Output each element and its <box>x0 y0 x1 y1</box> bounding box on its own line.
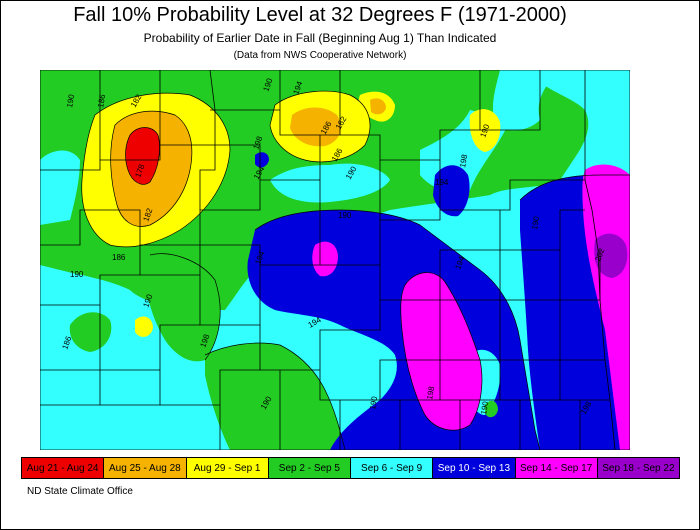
contour-label: 194 <box>435 178 449 187</box>
contour-label: 182 <box>141 207 154 223</box>
zone-aug25-aug28-north-2 <box>370 98 386 115</box>
map-title: Fall 10% Probability Level at 32 Degrees… <box>73 4 567 26</box>
legend-label: Aug 25 - Aug 28 <box>109 462 181 474</box>
contour-label: 194 <box>291 80 304 96</box>
contour-label: 190 <box>65 93 76 108</box>
contour-label: 178 <box>133 163 146 179</box>
legend-item: Sep 6 - Sep 9 <box>351 458 434 478</box>
contour-label: 190 <box>338 211 352 220</box>
legend-label: Sep 18 - Sep 22 <box>602 462 675 474</box>
contour-label: 198 <box>198 333 211 349</box>
contour-label: 190 <box>141 293 154 309</box>
zone-sep6-sep9-ne <box>492 70 560 131</box>
legend-item: Aug 21 - Aug 24 <box>22 458 105 478</box>
zone-sep18-sep22 <box>594 233 628 278</box>
legend-label: Sep 10 - Sep 13 <box>437 462 511 474</box>
zone-sep6-sep9-west-bump <box>40 150 80 225</box>
contour-lines <box>81 90 630 450</box>
north-dakota-frost-map: 190 186 182 178 182 186 190 194 198 194 … <box>40 70 630 450</box>
legend-label: Sep 14 - Sep 17 <box>519 462 593 474</box>
contour-label: 190 <box>479 400 490 415</box>
contour-label: 198 <box>425 385 436 400</box>
zone-sep2-sep5-west-spot <box>69 312 112 352</box>
zone-sep14-sep17-south <box>400 272 482 431</box>
contour-label: 186 <box>112 253 126 262</box>
zone-aug25-aug28-north <box>290 107 341 147</box>
contour-label: 190 <box>530 215 541 230</box>
zone-sep2-sep5-central-band <box>145 253 221 362</box>
legend-item: Aug 25 - Aug 28 <box>104 458 187 478</box>
zone-aug21-aug24 <box>125 127 160 185</box>
data-source-note: (Data from NWS Cooperative Network) <box>233 50 407 61</box>
contour-label: 198 <box>458 153 469 168</box>
zone-sep10-sep13-ne-spot <box>433 165 470 217</box>
contour-label: 194 <box>453 255 466 271</box>
legend-label: Aug 29 - Sep 1 <box>193 462 261 474</box>
zone-sep6-sep9-north-cut <box>270 163 390 203</box>
contour-label: 186 <box>96 93 107 108</box>
legend-label: Sep 2 - Sep 5 <box>278 462 340 474</box>
legend-label: Sep 6 - Sep 9 <box>361 462 423 474</box>
legend-item: Sep 10 - Sep 13 <box>433 458 516 478</box>
contour-label: 194 <box>253 250 266 266</box>
legend-label: Aug 21 - Aug 24 <box>26 462 99 474</box>
map-subtitle: Probability of Earlier Date in Fall (Beg… <box>143 31 497 45</box>
legend-item: Aug 29 - Sep 1 <box>186 458 269 478</box>
zone-sep10-sep13-north-dot <box>255 152 269 168</box>
contour-labels: 190 186 182 178 182 186 190 194 198 194 … <box>60 77 606 416</box>
contour-label: 190 <box>261 77 274 93</box>
contour-label: 186 <box>60 335 73 351</box>
county-boundaries <box>40 70 630 450</box>
contour-label: 202 <box>593 247 606 263</box>
zone-sep14-sep17-west <box>312 241 338 277</box>
legend-item: Sep 14 - Sep 17 <box>515 458 598 478</box>
zone-aug29-sep1-ne <box>469 109 501 152</box>
legend-item: Sep 2 - Sep 5 <box>268 458 351 478</box>
zone-aug29-sep1-west-dot <box>135 316 153 337</box>
credit-footer: ND State Climate Office <box>27 486 133 497</box>
zone-sep14-sep17-east <box>582 164 630 450</box>
contour-label: 190 <box>70 270 84 279</box>
contour-label: 190 <box>368 395 379 410</box>
zone-sep2-sep5-se-dot <box>485 400 498 418</box>
legend-item: Sep 18 - Sep 22 <box>597 458 679 478</box>
color-legend: Aug 21 - Aug 24 Aug 25 - Aug 28 Aug 29 -… <box>21 457 680 479</box>
contour-label: 198 <box>251 135 264 151</box>
contour-label: 190 <box>478 123 491 139</box>
